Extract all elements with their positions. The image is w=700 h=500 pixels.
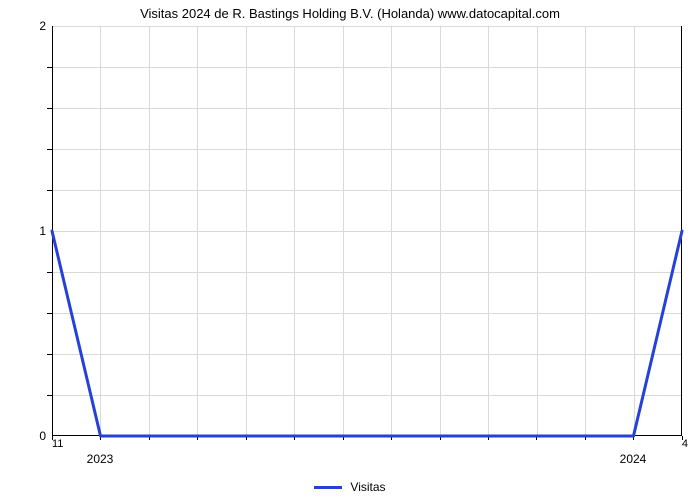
y-tick-1: 1 [26, 224, 46, 238]
visits-series-line [52, 26, 682, 436]
legend-swatch [314, 486, 342, 489]
plot-area [52, 26, 682, 436]
legend: Visitas [0, 476, 700, 495]
chart-title: Visitas 2024 de R. Bastings Holding B.V.… [0, 6, 700, 21]
x-corner-left: 11 [52, 438, 63, 450]
x-tick-2024: 2024 [620, 452, 647, 466]
x-minor-tick [682, 436, 683, 440]
x-minor-tick [52, 436, 53, 440]
y-tick-2: 2 [26, 19, 46, 33]
x-tick-2023: 2023 [87, 452, 114, 466]
legend-item-visitas: Visitas [314, 480, 385, 494]
y-tick-0: 0 [26, 429, 46, 443]
legend-label: Visitas [350, 480, 385, 494]
visits-chart: Visitas 2024 de R. Bastings Holding B.V.… [0, 0, 700, 500]
